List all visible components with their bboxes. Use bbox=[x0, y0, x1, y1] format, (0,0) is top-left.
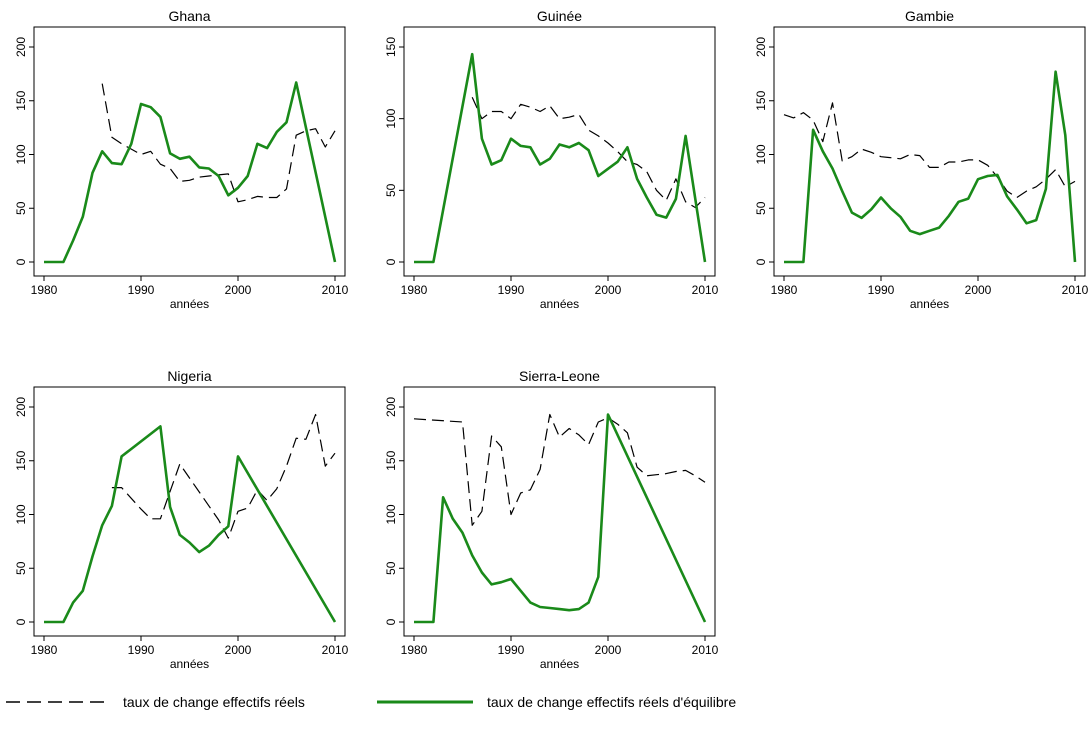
series-equilibre-line bbox=[44, 81, 337, 264]
x-tick-label: 2000 bbox=[595, 283, 622, 297]
y-tick-label: 150 bbox=[384, 450, 398, 470]
x-tick-label: 1990 bbox=[868, 283, 895, 297]
x-tick-label: 2010 bbox=[1062, 283, 1089, 297]
x-tick-label: 1990 bbox=[498, 283, 525, 297]
panel-gambie: Gambie 0 50 100 150 200 1980 1990 2000 2010 années bbox=[754, 8, 1089, 311]
y-tick-label: 50 bbox=[14, 561, 28, 575]
y-tick-label: 0 bbox=[754, 258, 768, 265]
x-tick-label: 1980 bbox=[31, 283, 58, 297]
series-equilibre-line bbox=[414, 413, 707, 624]
y-tick-label: 150 bbox=[14, 450, 28, 470]
plot-frame bbox=[33, 26, 346, 277]
x-tick-label: 2000 bbox=[595, 643, 622, 657]
plot-frame bbox=[403, 386, 716, 637]
x-axis-label: années bbox=[170, 297, 209, 311]
series-equilibre-line bbox=[44, 425, 337, 624]
y-tick-label: 0 bbox=[14, 618, 28, 625]
y-tick-label: 150 bbox=[384, 37, 398, 57]
x-tick-label: 2000 bbox=[965, 283, 992, 297]
x-tick-label: 1980 bbox=[401, 643, 428, 657]
y-tick-label: 0 bbox=[14, 258, 28, 265]
x-tick-label: 2010 bbox=[692, 643, 719, 657]
series-reel-line bbox=[111, 413, 336, 539]
x-tick-label: 1980 bbox=[771, 283, 798, 297]
y-tick-label: 0 bbox=[384, 618, 398, 625]
x-axis-label: années bbox=[540, 657, 579, 671]
y-tick-label: 50 bbox=[14, 201, 28, 215]
y-tick-label: 100 bbox=[14, 504, 28, 524]
panel-title: Ghana bbox=[168, 8, 210, 24]
series-equilibre-line bbox=[784, 70, 1077, 264]
legend: taux de change effectifs réels taux de c… bbox=[6, 694, 736, 710]
y-tick-label: 100 bbox=[384, 504, 398, 524]
x-axis-label: années bbox=[540, 297, 579, 311]
y-tick-label: 50 bbox=[384, 183, 398, 197]
y-tick-label: 200 bbox=[754, 37, 768, 57]
y-tick-label: 200 bbox=[384, 397, 398, 417]
panel-nigeria: Nigeria 0 50 100 150 200 1980 1990 2000 2010 année… bbox=[14, 368, 349, 671]
panel-title: Nigeria bbox=[167, 368, 212, 384]
y-tick-label: 100 bbox=[14, 144, 28, 164]
y-tick-label: 100 bbox=[754, 144, 768, 164]
panel-title: Guinée bbox=[537, 8, 582, 24]
x-tick-label: 2010 bbox=[322, 643, 349, 657]
y-tick-label: 150 bbox=[14, 90, 28, 110]
y-tick-label: 0 bbox=[384, 258, 398, 265]
plot-frame bbox=[33, 386, 346, 637]
y-tick-label: 200 bbox=[14, 37, 28, 57]
plot-frame bbox=[773, 26, 1086, 277]
y-tick-label: 50 bbox=[754, 201, 768, 215]
y-tick-label: 200 bbox=[14, 397, 28, 417]
legend-reel-label: taux de change effectifs réels bbox=[123, 694, 305, 710]
x-tick-label: 2010 bbox=[692, 283, 719, 297]
panel-title: Gambie bbox=[905, 8, 954, 24]
x-tick-label: 1990 bbox=[128, 643, 155, 657]
y-tick-label: 50 bbox=[384, 561, 398, 575]
x-tick-label: 1990 bbox=[128, 283, 155, 297]
series-reel-line bbox=[471, 96, 706, 209]
legend-equilibre-label: taux de change effectifs réels d'équilib… bbox=[487, 694, 736, 710]
y-tick-label: 100 bbox=[384, 108, 398, 128]
x-tick-label: 1980 bbox=[401, 283, 428, 297]
x-tick-label: 2000 bbox=[225, 283, 252, 297]
panel-sierra-leone: Sierra-Leone 0 50 100 150 200 1980 1990 2000 2010… bbox=[384, 368, 719, 671]
series-reel-line bbox=[413, 413, 706, 526]
x-axis-label: années bbox=[910, 297, 949, 311]
series-reel-line bbox=[783, 102, 1076, 199]
plot-frame bbox=[403, 26, 716, 277]
panel-title: Sierra-Leone bbox=[519, 368, 600, 384]
series-equilibre-line bbox=[414, 52, 707, 264]
x-tick-label: 2010 bbox=[322, 283, 349, 297]
x-tick-label: 1980 bbox=[31, 643, 58, 657]
x-tick-label: 2000 bbox=[225, 643, 252, 657]
panel-guin-e: Guinée 0 50 100 150 1980 1990 2000 2010 années bbox=[384, 8, 719, 311]
panel-ghana: Ghana 0 50 100 150 200 1980 1990 2000 2010 années bbox=[14, 8, 349, 311]
x-tick-label: 1990 bbox=[498, 643, 525, 657]
y-tick-label: 150 bbox=[754, 90, 768, 110]
x-axis-label: années bbox=[170, 657, 209, 671]
